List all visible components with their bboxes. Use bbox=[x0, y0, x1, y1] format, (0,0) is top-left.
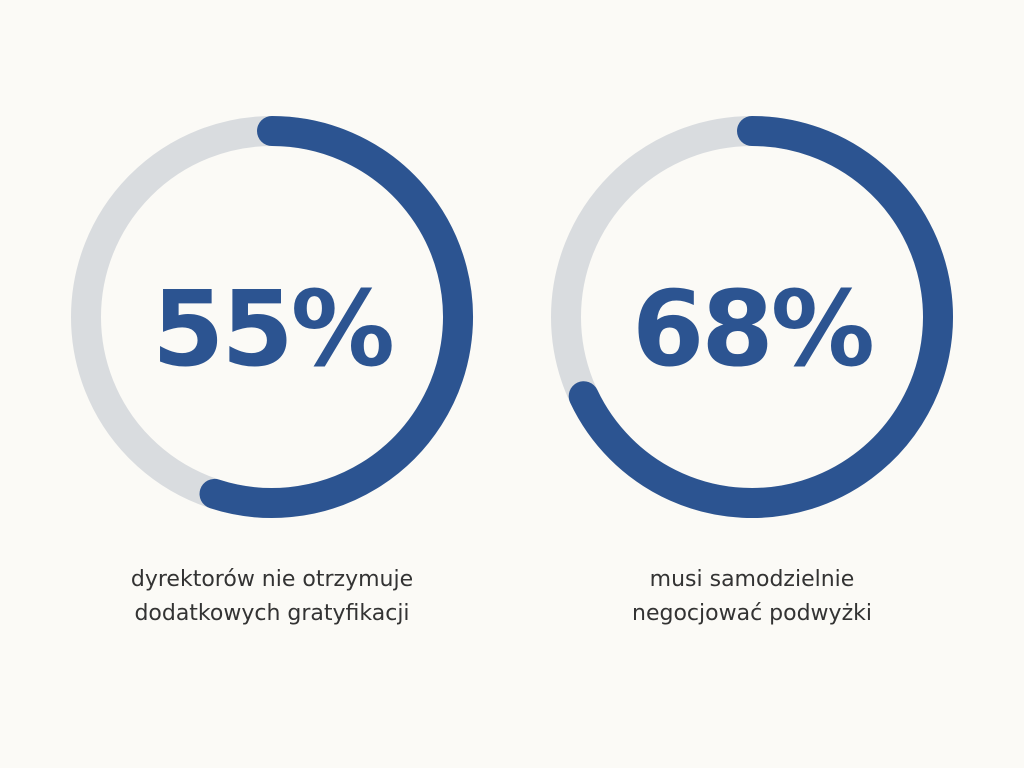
caption: dodatkowych gratyfikacji bbox=[134, 601, 409, 626]
value-label: 68% bbox=[632, 268, 872, 390]
value-label: 55% bbox=[152, 268, 392, 390]
caption: negocjować podwyżki bbox=[632, 601, 872, 626]
donut-arc bbox=[568, 116, 953, 518]
donut-arc bbox=[199, 116, 473, 518]
caption: dyrektorów nie otrzymuje bbox=[131, 567, 413, 592]
caption: musi samodzielnie bbox=[650, 567, 855, 592]
